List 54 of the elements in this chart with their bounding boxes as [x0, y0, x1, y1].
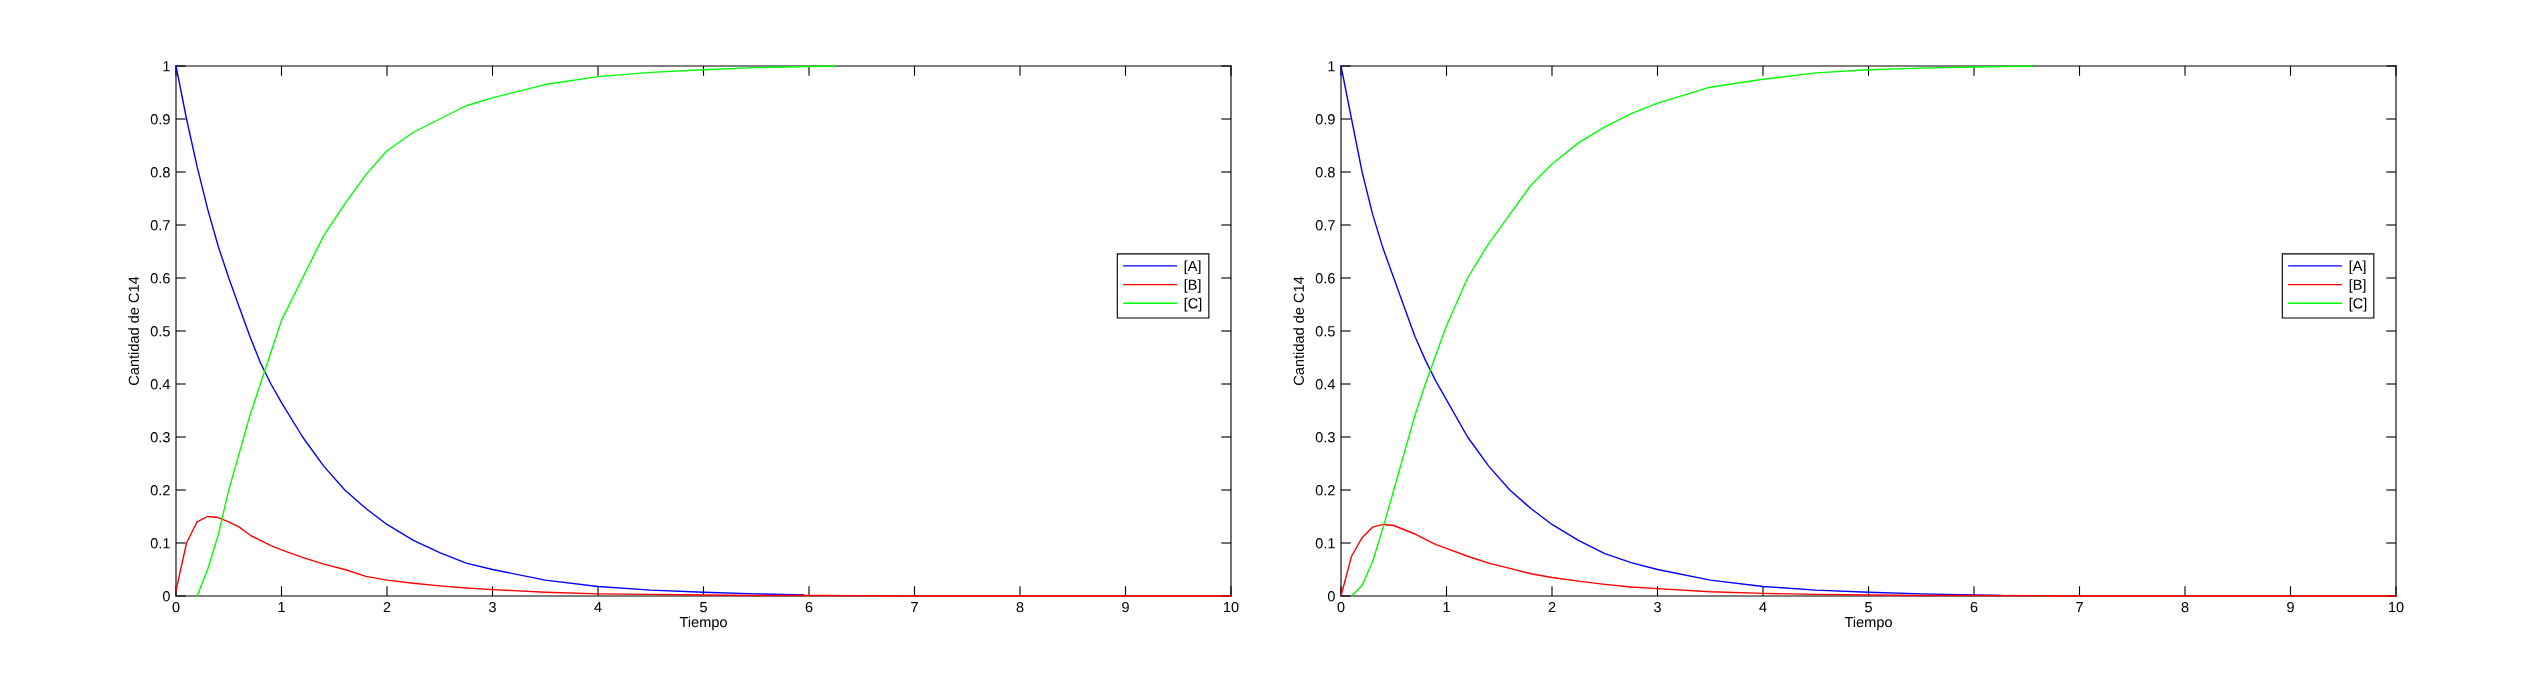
x-tick-label: 2: [1548, 601, 1556, 613]
legend-label: [A]: [1184, 260, 1201, 275]
y-tick-label: 0.8: [150, 167, 170, 178]
legend-label: [B]: [2349, 279, 2366, 293]
y-tick-label: 0.3: [150, 432, 170, 443]
x-tick-label: 8: [1016, 601, 1024, 613]
x-tick-label: 1: [278, 602, 285, 613]
legend-label: [A]: [2349, 260, 2366, 275]
x-tick-label: 8: [2181, 601, 2189, 613]
y-tick-label: 0.1: [1315, 538, 1335, 549]
x-axis-title: Tiempo: [1844, 616, 1892, 631]
legend-label: [C]: [2349, 297, 2367, 312]
x-tick-label: 5: [700, 602, 707, 613]
y-tick-label: 0: [162, 591, 170, 602]
x-tick-label: 7: [2076, 602, 2083, 613]
y-tick-label: 0.9: [150, 114, 170, 125]
x-tick-label: 6: [1970, 601, 1978, 613]
x-tick-label: 4: [594, 602, 602, 613]
x-tick-label: 9: [2287, 601, 2294, 613]
y-axis-title: Cantidad de C14: [128, 276, 139, 385]
y-axis-title: Cantidad de C14: [1293, 276, 1304, 385]
legend-label: [C]: [1184, 297, 1202, 312]
x-tick-label: 0: [172, 601, 180, 613]
x-tick-label: 5: [1865, 602, 1872, 613]
x-tick-label: 3: [1654, 601, 1661, 613]
y-tick-label: 1: [163, 61, 170, 72]
y-tick-label: 0.6: [150, 273, 170, 284]
y-tick-label: 0.9: [1315, 114, 1335, 125]
y-tick-label: 0.8: [1315, 167, 1335, 178]
x-tick-label: 0: [1337, 601, 1345, 613]
y-tick-label: 0.2: [150, 485, 170, 496]
x-tick-label: 9: [1122, 601, 1129, 613]
y-tick-label: 0.4: [150, 379, 171, 390]
y-tick-label: 0.5: [150, 326, 170, 337]
y-tick-label: 0.5: [1315, 326, 1335, 337]
legend-label: [B]: [1184, 279, 1201, 293]
x-tick-label: 7: [911, 602, 918, 613]
y-tick-label: 0.7: [1315, 220, 1335, 231]
y-tick-label: 0.6: [1315, 273, 1335, 284]
x-tick-label: 3: [489, 601, 496, 613]
x-tick-label: 10: [2389, 601, 2404, 613]
x-tick-label: 1: [1443, 602, 1450, 613]
x-tick-label: 4: [1759, 602, 1767, 613]
x-tick-label: 2: [383, 601, 391, 613]
y-tick-label: 1: [1328, 61, 1335, 72]
y-tick-label: 0.3: [1315, 432, 1335, 443]
y-tick-label: 0.1: [150, 538, 170, 549]
y-tick-label: 0.2: [1315, 485, 1335, 496]
x-tick-label: 10: [1224, 601, 1239, 613]
x-tick-label: 6: [805, 601, 813, 613]
y-tick-label: 0.4: [1315, 379, 1336, 390]
x-axis-title: Tiempo: [679, 616, 727, 631]
y-tick-label: 0.7: [150, 220, 170, 231]
y-tick-label: 0: [1327, 591, 1335, 602]
